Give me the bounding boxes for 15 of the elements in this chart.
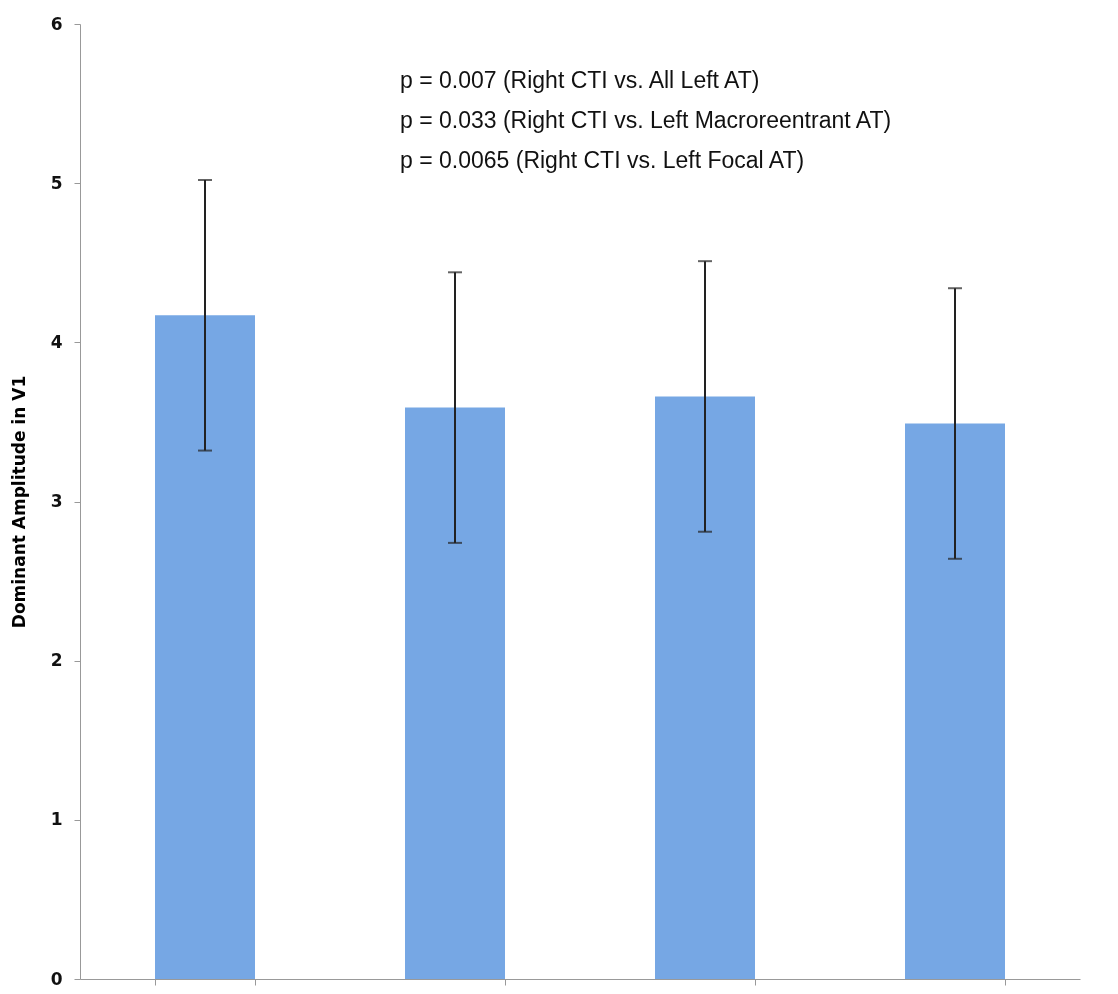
annotation: p = 0.033 (Right CTI vs. Left Macroreentrant AT) bbox=[400, 107, 892, 133]
y-tick-label: 0 bbox=[50, 968, 63, 989]
y-tick-label: 1 bbox=[50, 809, 63, 830]
y-tick-label: 2 bbox=[50, 650, 63, 671]
y-tick-label: 6 bbox=[50, 13, 63, 34]
y-tick-label: 5 bbox=[50, 172, 63, 193]
bar bbox=[905, 423, 1005, 979]
annotation: p = 0.0065 (Right CTI vs. Left Focal AT) bbox=[400, 147, 805, 173]
y-tick-label: 3 bbox=[50, 491, 63, 511]
bar bbox=[655, 396, 755, 979]
bar bbox=[155, 315, 255, 979]
bar bbox=[405, 407, 505, 979]
y-tick-label: 4 bbox=[50, 331, 63, 352]
annotation: p = 0.007 (Right CTI vs. All Left AT) bbox=[400, 67, 760, 93]
y-axis-title: Dominant Amplitude in V1 bbox=[8, 375, 29, 629]
